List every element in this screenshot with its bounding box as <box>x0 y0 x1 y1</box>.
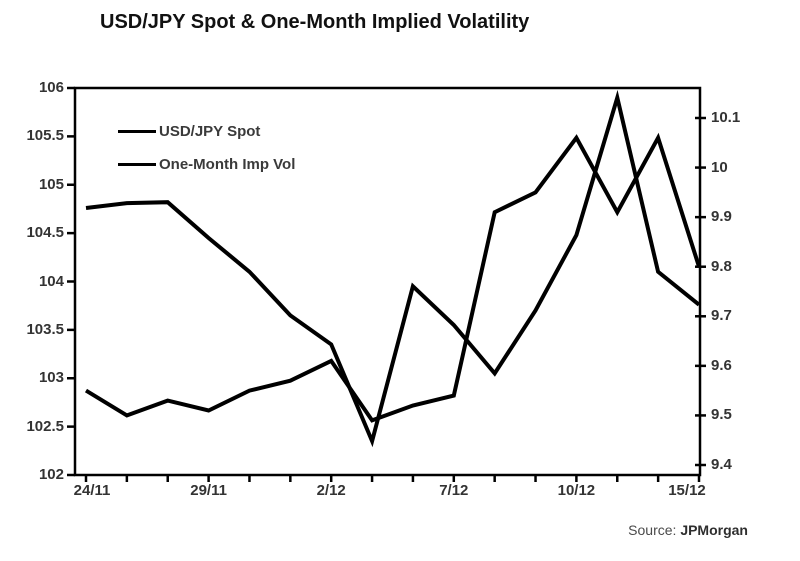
right-axis-label: 9.7 <box>711 307 732 325</box>
source-name: JPMorgan <box>680 522 748 538</box>
legend-item-vol: One-Month Imp Vol <box>118 151 295 177</box>
right-axis-label: 10.1 <box>711 109 741 126</box>
left-axis-label: 104 <box>38 272 64 290</box>
right-axis-label: 9.4 <box>711 456 732 473</box>
source-label: Source: <box>628 522 677 538</box>
x-axis-label: 24/11 <box>73 482 111 499</box>
spot-line-swatch-icon <box>118 129 156 133</box>
legend-item-spot: USD/JPY Spot <box>118 118 295 144</box>
vol-line-series <box>84 132 701 423</box>
left-axis-label: 102.5 <box>26 417 64 435</box>
vol-line-swatch-icon <box>118 162 156 166</box>
left-axis-label: 103 <box>38 369 64 387</box>
left-axis-label: 102 <box>38 466 64 483</box>
left-axis-label: 104.5 <box>26 224 64 242</box>
legend-label-spot: USD/JPY Spot <box>159 122 261 140</box>
x-axis-label: 29/11 <box>190 482 227 499</box>
x-axis-label: 2/12 <box>316 482 346 499</box>
spot-line-series <box>85 89 701 448</box>
x-axis-label: 15/12 <box>668 482 706 499</box>
right-axis-label: 10 <box>711 158 728 176</box>
chart-title: USD/JPY Spot & One-Month Implied Volatil… <box>100 11 530 33</box>
right-axis-label: 9.9 <box>711 208 732 226</box>
right-axis-label: 9.8 <box>711 257 732 275</box>
source-note: Source: JPMorgan <box>628 522 748 538</box>
chart-legend: USD/JPY Spot One-Month Imp Vol <box>118 118 295 184</box>
legend-label-vol: One-Month Imp Vol <box>159 155 296 173</box>
x-axis-label: 7/12 <box>439 482 469 499</box>
left-axis-label: 106 <box>38 79 64 96</box>
right-axis-label: 9.5 <box>711 406 732 424</box>
left-axis-label: 105.5 <box>26 127 64 145</box>
left-axis-label: 103.5 <box>26 320 64 338</box>
x-axis-label: 10/12 <box>557 482 596 499</box>
left-axis-label: 105 <box>38 175 64 193</box>
right-axis-label: 9.6 <box>711 356 732 374</box>
